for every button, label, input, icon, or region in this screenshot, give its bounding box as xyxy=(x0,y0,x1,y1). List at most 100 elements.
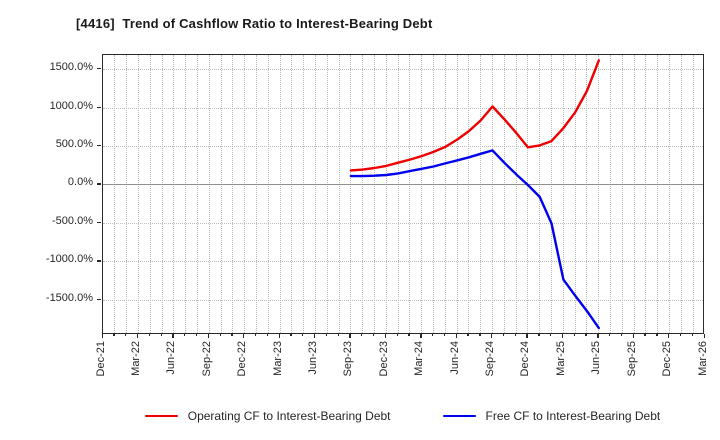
gridline-vertical xyxy=(633,54,635,333)
x-tick-label: Jun-23 xyxy=(306,340,319,375)
x-tick-mark xyxy=(479,333,481,336)
gridline-vertical xyxy=(338,54,340,333)
gridline-vertical xyxy=(657,54,659,333)
y-tick-label: 0.0% xyxy=(67,176,93,189)
x-tick-mark xyxy=(160,333,162,336)
x-tick-mark xyxy=(502,333,505,336)
x-tick-mark xyxy=(620,333,623,336)
x-tick-label: Sep-23 xyxy=(342,340,355,376)
y-tick-mark xyxy=(96,68,101,70)
gridline-vertical xyxy=(362,54,364,333)
x-tick-mark xyxy=(290,333,292,336)
y-tick-mark xyxy=(96,183,101,185)
y-tick-mark xyxy=(96,221,101,224)
x-tick-mark xyxy=(691,333,693,336)
x-tick-mark xyxy=(361,333,363,336)
x-tick-mark xyxy=(644,333,646,336)
x-tick-mark xyxy=(349,333,351,338)
x-tick-label: Mar-25 xyxy=(554,340,567,376)
y-tick-label: 1500.0% xyxy=(49,61,93,74)
gridline-vertical xyxy=(397,54,399,333)
x-tick-mark xyxy=(243,333,245,338)
x-tick-mark xyxy=(538,333,540,336)
y-tick-label: -1500.0% xyxy=(45,291,93,304)
x-tick-mark xyxy=(266,333,269,336)
x-tick-label: Jun-24 xyxy=(448,340,461,375)
x-tick-label: Sep-22 xyxy=(200,340,213,376)
gridline-vertical xyxy=(161,54,163,333)
x-tick-mark xyxy=(101,333,103,338)
x-tick-mark xyxy=(514,333,516,336)
gridline-vertical xyxy=(645,54,647,333)
x-tick-label: Jun-25 xyxy=(590,340,603,375)
gridline-vertical xyxy=(314,54,316,333)
gridline-vertical xyxy=(433,54,434,333)
gridline-vertical xyxy=(232,54,234,333)
x-tick-mark xyxy=(396,333,398,336)
x-tick-label: Dec-21 xyxy=(94,340,107,376)
gridline-vertical xyxy=(586,54,588,333)
x-tick-mark xyxy=(632,333,634,338)
gridline-vertical xyxy=(303,54,305,333)
y-tick-mark xyxy=(96,145,101,147)
x-tick-mark xyxy=(526,333,528,338)
x-tick-mark xyxy=(408,333,410,336)
x-tick-label: Sep-24 xyxy=(484,340,497,376)
gridline-vertical xyxy=(185,54,187,333)
x-tick-mark xyxy=(254,333,257,336)
x-tick-mark xyxy=(184,333,186,336)
x-tick-mark xyxy=(113,333,115,336)
legend-label-operating-cf: Operating CF to Interest-Bearing Debt xyxy=(187,409,391,423)
x-tick-mark xyxy=(125,333,127,336)
x-tick-label: Mar-24 xyxy=(413,340,426,376)
x-tick-mark xyxy=(597,333,599,338)
x-tick-mark xyxy=(278,333,280,338)
gridline-vertical xyxy=(373,54,375,333)
x-tick-mark xyxy=(561,333,564,338)
x-tick-mark xyxy=(573,333,575,336)
y-tick-label: 500.0% xyxy=(55,138,93,150)
x-tick-mark xyxy=(148,333,150,336)
gridline-vertical xyxy=(244,54,246,333)
plot-area xyxy=(101,53,704,334)
x-tick-label: Dec-25 xyxy=(661,340,674,376)
gridline-horizontal xyxy=(102,146,703,147)
y-tick-mark xyxy=(96,260,101,262)
gridline-vertical xyxy=(574,54,576,333)
zero-line xyxy=(102,184,703,186)
x-tick-mark xyxy=(325,333,328,336)
gridline-vertical xyxy=(480,54,482,333)
y-tick-label: -500.0% xyxy=(52,214,93,227)
x-tick-mark xyxy=(136,333,139,338)
x-tick-mark xyxy=(550,333,552,336)
gridline-vertical xyxy=(291,54,293,333)
gridline-vertical xyxy=(173,54,175,333)
x-tick-mark xyxy=(656,333,658,336)
series-lines xyxy=(349,58,600,329)
x-tick-mark xyxy=(703,333,705,338)
gridline-horizontal xyxy=(102,107,703,109)
gridline-vertical xyxy=(409,54,411,333)
x-tick-mark xyxy=(679,333,682,336)
x-tick-mark xyxy=(432,333,434,336)
x-tick-label: Mar-22 xyxy=(129,340,142,376)
y-tick-mark xyxy=(96,106,101,108)
legend-item-operating-cf: Operating CF to Interest-Bearing Debt xyxy=(144,409,391,423)
gridline-vertical xyxy=(208,54,210,333)
gridline-vertical xyxy=(621,54,623,333)
gridline-vertical xyxy=(515,54,517,333)
gridline-vertical xyxy=(350,54,352,333)
gridline-vertical xyxy=(527,54,529,333)
x-tick-label: Dec-24 xyxy=(519,340,532,376)
y-tick-label: 1000.0% xyxy=(49,99,93,112)
x-tick-mark xyxy=(668,333,670,338)
x-tick-mark xyxy=(491,333,493,338)
gridline-vertical xyxy=(220,54,222,333)
gridline-vertical xyxy=(503,54,505,333)
legend-item-free-cf: Free CF to Interest-Bearing Debt xyxy=(442,409,660,423)
x-tick-label: Dec-23 xyxy=(377,340,390,376)
gridline-vertical xyxy=(137,54,139,333)
legend: Operating CF to Interest-Bearing Debt Fr… xyxy=(102,405,704,427)
gridline-vertical xyxy=(692,54,694,333)
gridline-vertical xyxy=(492,54,494,333)
